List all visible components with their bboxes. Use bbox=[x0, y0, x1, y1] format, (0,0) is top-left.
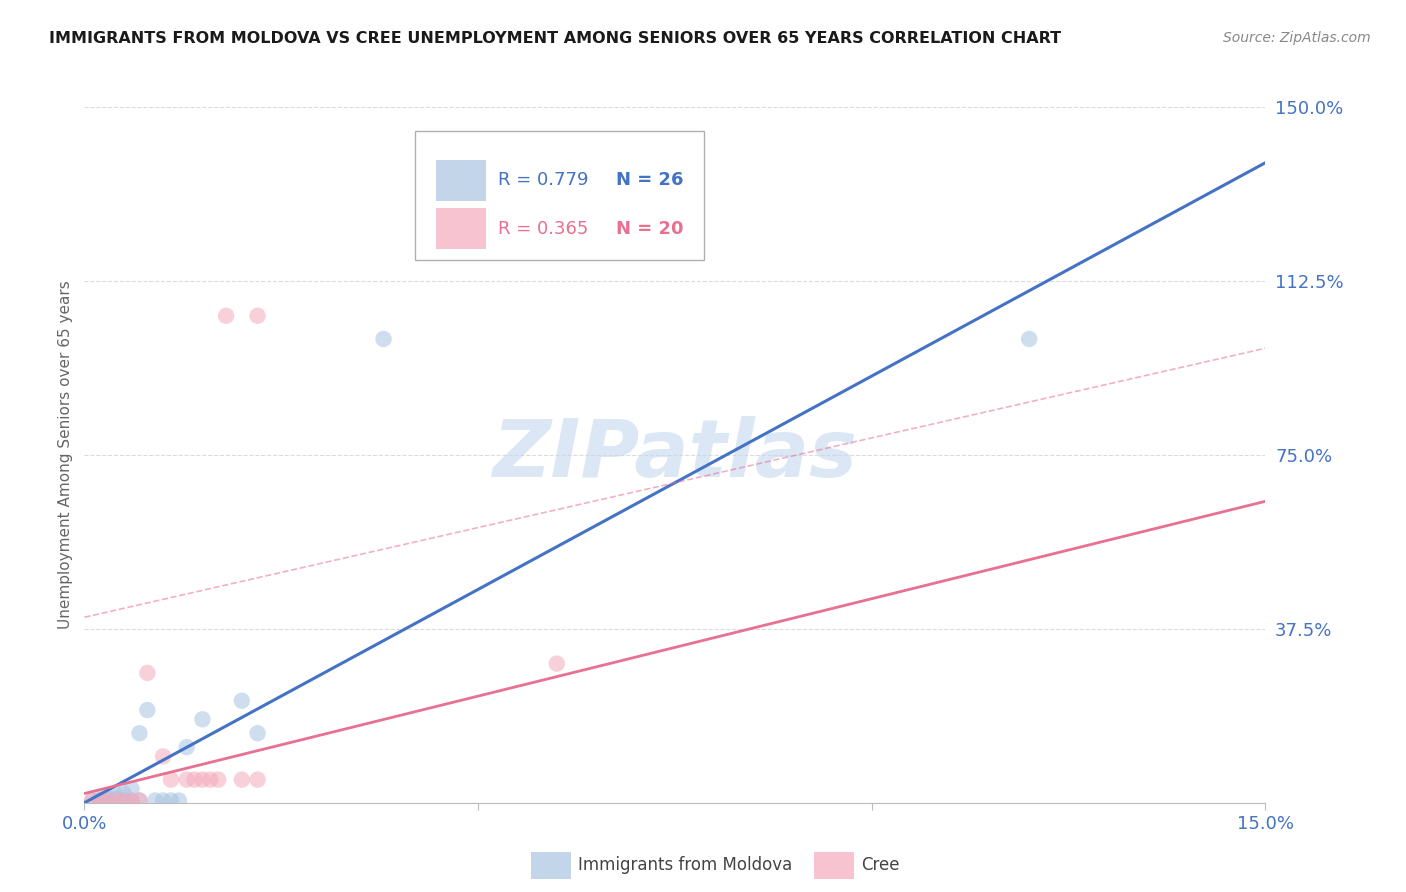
Point bbox=[373, 332, 395, 346]
FancyBboxPatch shape bbox=[814, 852, 855, 880]
Point bbox=[89, 793, 111, 807]
Point bbox=[246, 726, 269, 740]
Point bbox=[112, 793, 135, 807]
Point bbox=[152, 749, 174, 764]
Point bbox=[176, 772, 198, 787]
Text: R = 0.779: R = 0.779 bbox=[498, 171, 588, 189]
Point bbox=[121, 793, 143, 807]
Point bbox=[1018, 332, 1040, 346]
Point bbox=[97, 793, 120, 807]
Point bbox=[128, 793, 150, 807]
Point bbox=[176, 740, 198, 755]
Point bbox=[231, 694, 253, 708]
Point bbox=[82, 793, 104, 807]
Point bbox=[97, 791, 120, 805]
Text: Cree: Cree bbox=[862, 856, 900, 874]
Point bbox=[191, 712, 214, 726]
Point bbox=[207, 772, 229, 787]
FancyBboxPatch shape bbox=[531, 852, 571, 880]
Point bbox=[183, 772, 205, 787]
Point bbox=[104, 793, 127, 807]
Point bbox=[246, 309, 269, 323]
Point bbox=[121, 793, 143, 807]
Point bbox=[143, 793, 166, 807]
Point bbox=[160, 772, 183, 787]
Point bbox=[231, 772, 253, 787]
Text: Source: ZipAtlas.com: Source: ZipAtlas.com bbox=[1223, 31, 1371, 45]
Point bbox=[89, 791, 111, 805]
Point bbox=[97, 793, 120, 807]
Point bbox=[136, 703, 159, 717]
Point bbox=[128, 793, 150, 807]
Point bbox=[246, 772, 269, 787]
FancyBboxPatch shape bbox=[436, 160, 486, 201]
Point bbox=[97, 793, 120, 807]
Point bbox=[215, 309, 238, 323]
Point bbox=[112, 793, 135, 807]
FancyBboxPatch shape bbox=[436, 208, 486, 250]
Point bbox=[191, 772, 214, 787]
Point bbox=[160, 793, 183, 807]
Point bbox=[200, 772, 222, 787]
Point bbox=[136, 665, 159, 680]
Point bbox=[152, 793, 174, 807]
Point bbox=[546, 657, 568, 671]
Point bbox=[112, 787, 135, 801]
Point bbox=[89, 793, 111, 807]
Point bbox=[121, 781, 143, 796]
FancyBboxPatch shape bbox=[415, 131, 704, 260]
Point bbox=[104, 791, 127, 805]
Point bbox=[128, 726, 150, 740]
Text: Immigrants from Moldova: Immigrants from Moldova bbox=[578, 856, 793, 874]
Point bbox=[104, 787, 127, 801]
Point bbox=[167, 793, 190, 807]
Text: R = 0.365: R = 0.365 bbox=[498, 219, 588, 238]
Text: ZIPatlas: ZIPatlas bbox=[492, 416, 858, 494]
Point bbox=[82, 793, 104, 807]
Point bbox=[89, 793, 111, 807]
Text: IMMIGRANTS FROM MOLDOVA VS CREE UNEMPLOYMENT AMONG SENIORS OVER 65 YEARS CORRELA: IMMIGRANTS FROM MOLDOVA VS CREE UNEMPLOY… bbox=[49, 31, 1062, 46]
Y-axis label: Unemployment Among Seniors over 65 years: Unemployment Among Seniors over 65 years bbox=[58, 281, 73, 629]
Text: N = 26: N = 26 bbox=[616, 171, 683, 189]
Text: N = 20: N = 20 bbox=[616, 219, 683, 238]
